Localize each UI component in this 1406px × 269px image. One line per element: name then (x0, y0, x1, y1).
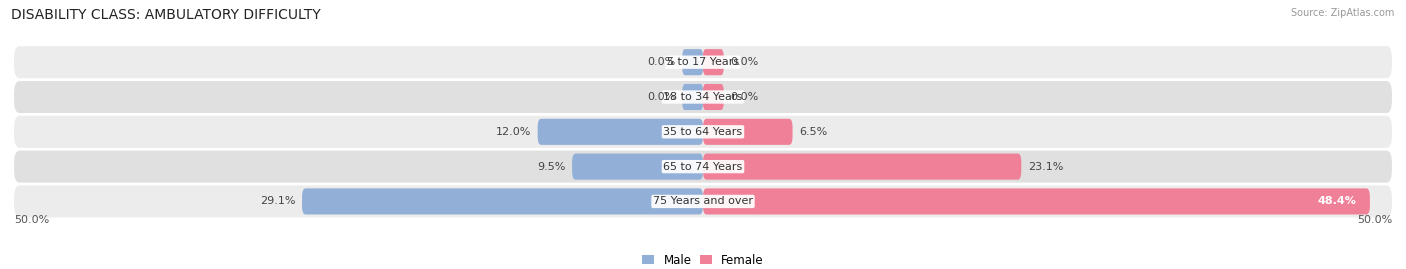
Text: 35 to 64 Years: 35 to 64 Years (664, 127, 742, 137)
FancyBboxPatch shape (682, 49, 703, 75)
FancyBboxPatch shape (14, 116, 1392, 148)
FancyBboxPatch shape (572, 154, 703, 180)
Text: 0.0%: 0.0% (647, 92, 675, 102)
Text: 48.4%: 48.4% (1317, 196, 1357, 206)
FancyBboxPatch shape (682, 84, 703, 110)
FancyBboxPatch shape (14, 151, 1392, 183)
FancyBboxPatch shape (14, 81, 1392, 113)
Text: Source: ZipAtlas.com: Source: ZipAtlas.com (1291, 8, 1395, 18)
FancyBboxPatch shape (703, 119, 793, 145)
FancyBboxPatch shape (14, 46, 1392, 78)
Text: 0.0%: 0.0% (731, 92, 759, 102)
FancyBboxPatch shape (703, 154, 1021, 180)
FancyBboxPatch shape (537, 119, 703, 145)
Text: 23.1%: 23.1% (1028, 162, 1063, 172)
Text: 0.0%: 0.0% (647, 57, 675, 67)
Text: 29.1%: 29.1% (260, 196, 295, 206)
FancyBboxPatch shape (703, 84, 724, 110)
FancyBboxPatch shape (14, 185, 1392, 217)
Text: 9.5%: 9.5% (537, 162, 565, 172)
FancyBboxPatch shape (302, 188, 703, 214)
Text: 50.0%: 50.0% (14, 215, 49, 225)
Text: 0.0%: 0.0% (731, 57, 759, 67)
Text: 18 to 34 Years: 18 to 34 Years (664, 92, 742, 102)
Text: 5 to 17 Years: 5 to 17 Years (666, 57, 740, 67)
Text: 75 Years and over: 75 Years and over (652, 196, 754, 206)
FancyBboxPatch shape (703, 49, 724, 75)
Text: 12.0%: 12.0% (495, 127, 531, 137)
Text: 6.5%: 6.5% (800, 127, 828, 137)
Legend: Male, Female: Male, Female (637, 249, 769, 269)
Text: 50.0%: 50.0% (1357, 215, 1392, 225)
Text: 65 to 74 Years: 65 to 74 Years (664, 162, 742, 172)
Text: DISABILITY CLASS: AMBULATORY DIFFICULTY: DISABILITY CLASS: AMBULATORY DIFFICULTY (11, 8, 321, 22)
FancyBboxPatch shape (703, 188, 1369, 214)
